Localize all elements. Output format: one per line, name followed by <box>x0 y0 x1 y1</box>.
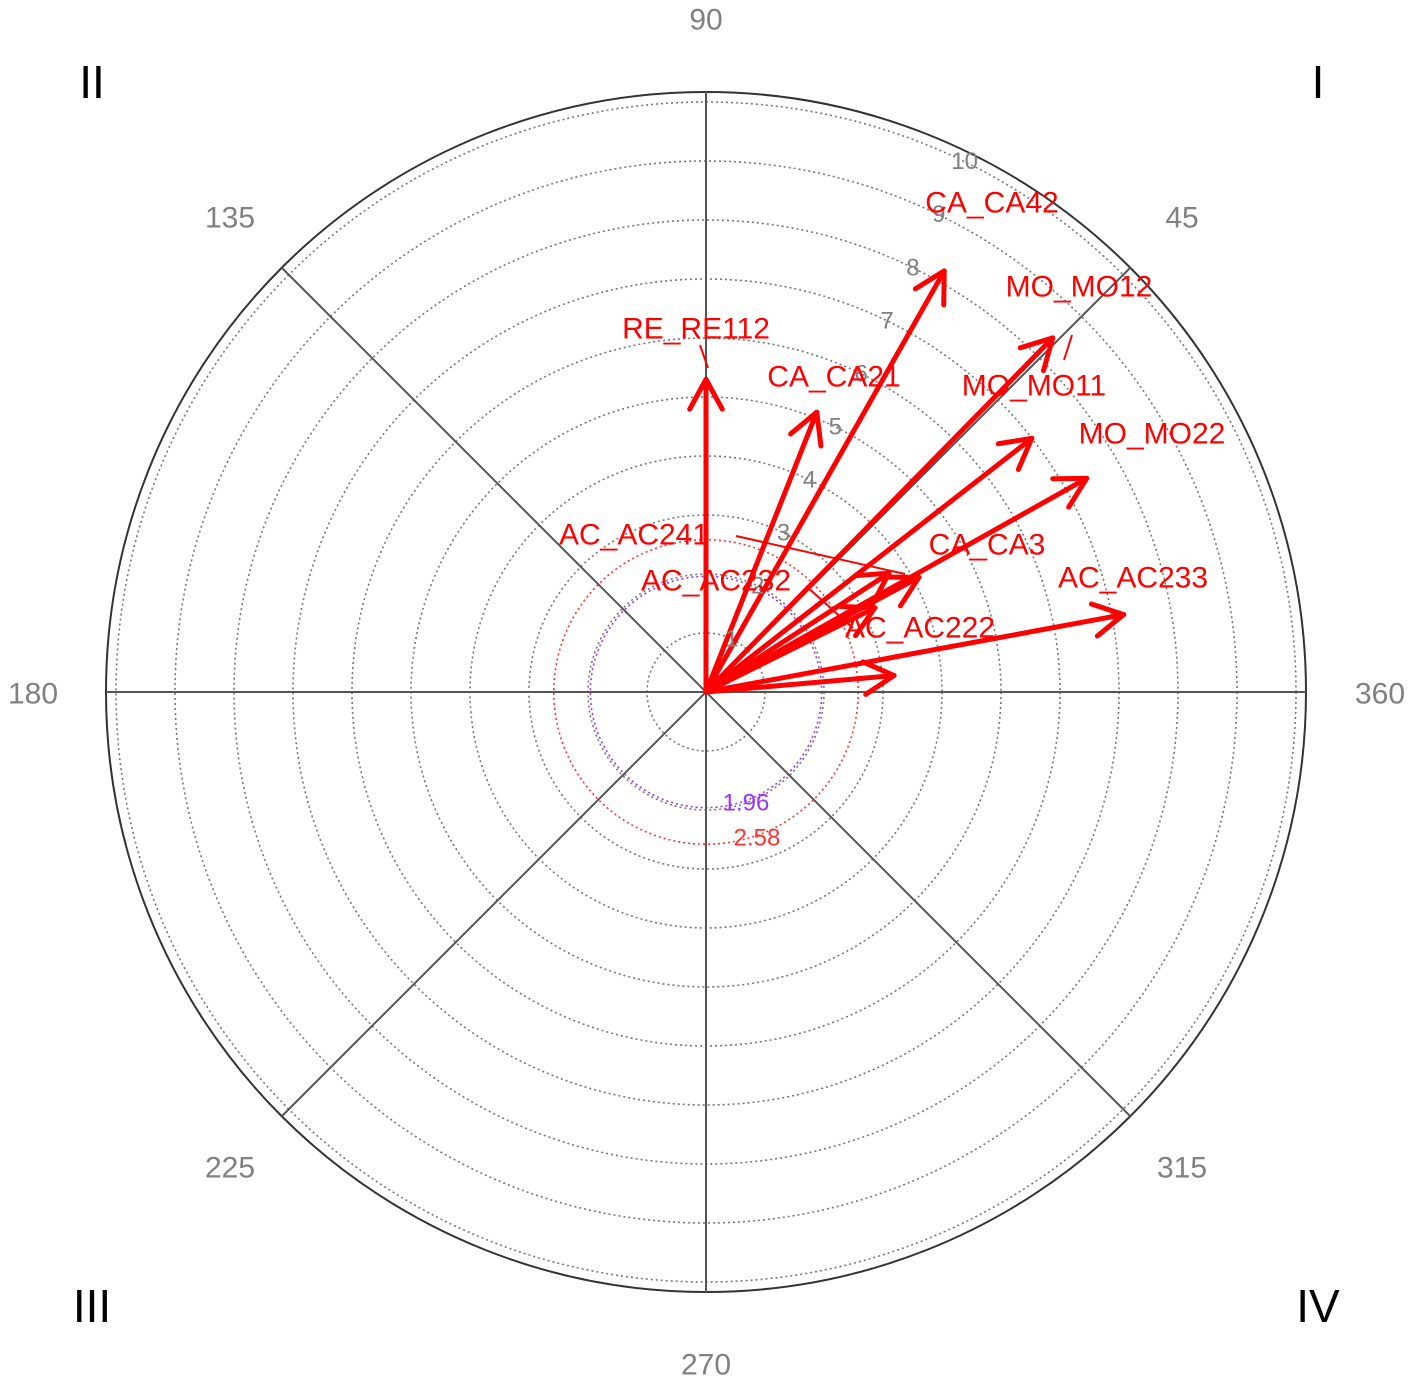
vector-label-ca-ca3: CA_CA3 <box>929 529 1046 562</box>
radial-tick-6: 6 <box>855 360 868 387</box>
vector-arrowhead-ca-ca42 <box>912 268 947 308</box>
vector-label-ca-ca42: CA_CA42 <box>925 187 1058 220</box>
angle-label-135: 135 <box>205 202 255 235</box>
radial-tick-9: 9 <box>932 201 945 228</box>
radial-tick-4: 4 <box>803 466 816 493</box>
vector-ac-ac233 <box>703 612 1127 695</box>
angle-label-225: 225 <box>205 1152 255 1185</box>
quadrant-label-ii: II <box>79 56 105 108</box>
vector-label-ac-ac241: AC_AC241 <box>559 519 709 552</box>
leader-line-ac-ac241 <box>735 535 906 575</box>
vector-ca-ca21 <box>703 409 820 695</box>
vector-arrowhead-ca-ca3 <box>882 574 922 609</box>
radial-tick-5: 5 <box>829 413 842 440</box>
vector-arrowhead-ac-ac232 <box>838 603 878 639</box>
vector-arrowhead-mo-mo12 <box>1017 335 1056 374</box>
leader-line-ac-ac232 <box>805 585 854 629</box>
threshold-label-1-96: 1.96 <box>723 790 770 817</box>
angle-label-315: 315 <box>1157 1152 1207 1185</box>
vector-label-ac-ac222: AC_AC222 <box>845 612 995 645</box>
vector-arrowhead-ac-ac222 <box>860 659 897 697</box>
vector-arrowhead-ac-ac241 <box>852 570 892 606</box>
angle-label-360: 360 <box>1355 678 1405 711</box>
angle-label-270: 270 <box>681 1349 731 1382</box>
vector-arrowhead-re-re112 <box>687 376 725 412</box>
angle-label-90: 90 <box>689 4 722 37</box>
vector-label-mo-mo11: MO_MO11 <box>962 370 1106 403</box>
leader-line-mo-mo12 <box>1063 334 1073 361</box>
vector-ac-ac222 <box>703 673 897 695</box>
radial-tick-8: 8 <box>906 254 919 281</box>
vector-ac-ac241 <box>703 570 892 695</box>
radial-tick-10: 10 <box>951 148 978 175</box>
vector-label-ac-ac233: AC_AC233 <box>1058 562 1208 595</box>
quadrant-label-iii: III <box>73 1280 111 1332</box>
vector-label-re-re112: RE_RE112 <box>622 313 770 346</box>
radial-tick-2: 2 <box>751 572 764 599</box>
vector-arrowhead-mo-mo11 <box>995 435 1035 472</box>
vector-label-mo-mo12: MO_MO12 <box>1006 271 1153 304</box>
threshold-label-2-58: 2.58 <box>734 825 781 852</box>
vector-label-ac-ac232: AC_AC232 <box>641 565 791 598</box>
vector-mo-mo12 <box>703 335 1056 695</box>
angle-label-45: 45 <box>1165 202 1198 235</box>
radial-tick-7: 7 <box>880 307 893 334</box>
vector-label-mo-mo22: MO_MO22 <box>1079 418 1226 451</box>
vector-arrowhead-ac-ac233 <box>1088 601 1127 639</box>
quadrant-label-iv: IV <box>1296 1280 1340 1332</box>
vector-label-ca-ca21: CA_CA21 <box>767 361 900 394</box>
vector-arrowhead-mo-mo22 <box>1050 475 1090 510</box>
radial-tick-3: 3 <box>777 519 790 546</box>
quadrant-label-i: I <box>1312 56 1325 108</box>
leader-line-re-re112 <box>699 344 709 369</box>
radial-tick-1: 1 <box>725 625 738 652</box>
vector-arrowhead-ca-ca21 <box>788 409 824 449</box>
angle-label-180: 180 <box>8 678 58 711</box>
vector-ca-ca42 <box>703 268 947 695</box>
